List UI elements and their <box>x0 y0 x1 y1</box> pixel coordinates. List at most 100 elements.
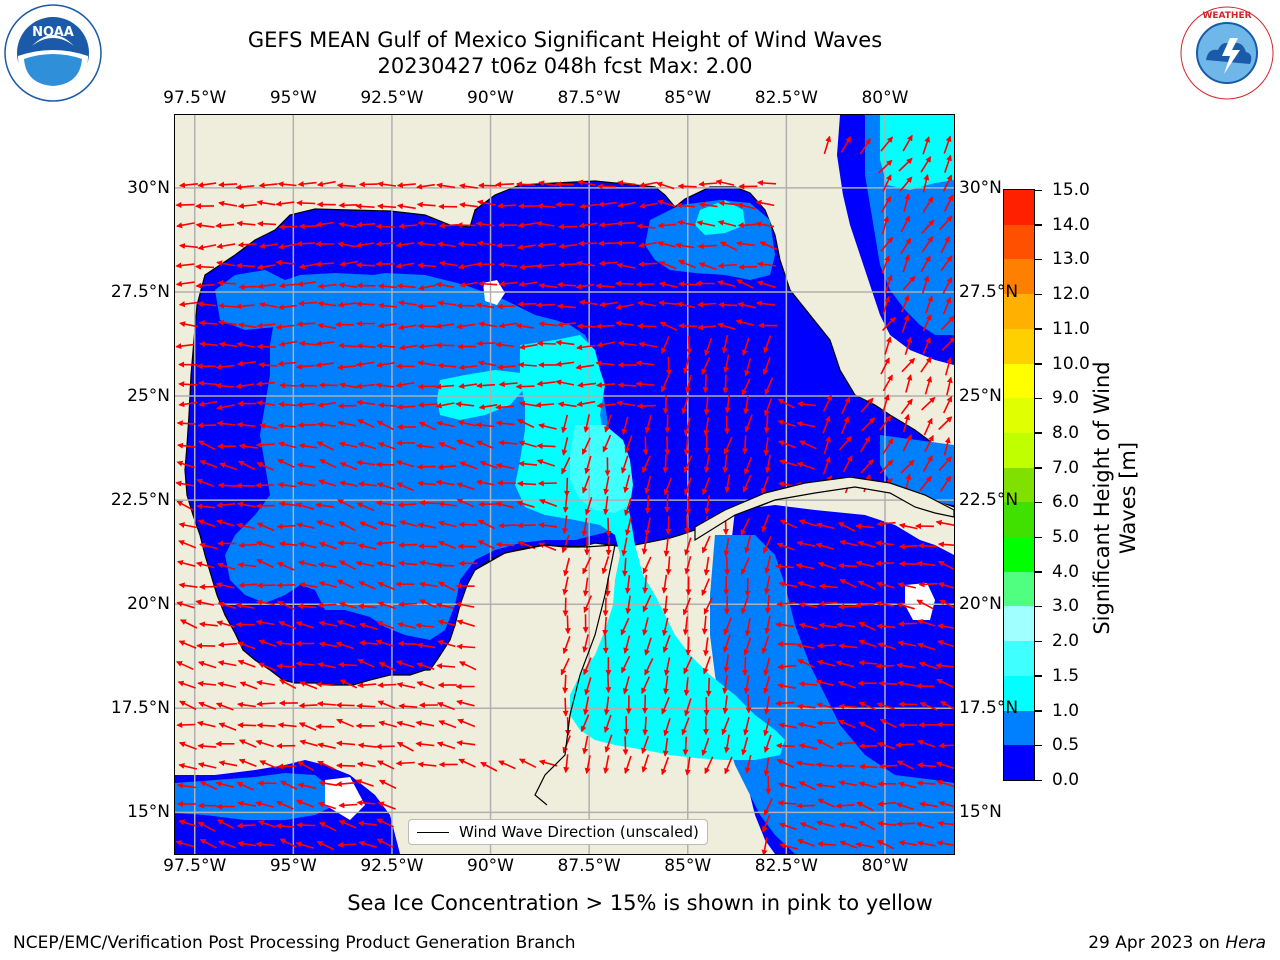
wave-direction-arrow <box>416 183 435 190</box>
wave-direction-arrow <box>686 335 693 355</box>
colorbar-tick-label: 4.0 <box>1052 561 1080 582</box>
wave-direction-arrow <box>778 722 797 729</box>
wave-direction-arrow <box>437 639 456 648</box>
wave-direction-arrow <box>495 420 515 427</box>
wave-direction-arrow <box>197 660 217 669</box>
wave-direction-arrow <box>238 582 258 589</box>
wave-direction-arrow <box>336 762 356 769</box>
wave-direction-arrow <box>218 200 237 207</box>
wave-direction-arrow <box>798 781 817 791</box>
wave-direction-arrow <box>535 220 555 227</box>
wave-direction-arrow <box>617 340 637 347</box>
lon-tick-label-bottom: 90°W <box>467 856 515 876</box>
wave-direction-arrow <box>684 477 692 496</box>
noaa-logo: NOAA <box>4 4 102 102</box>
wave-direction-arrow <box>663 657 671 677</box>
wave-direction-arrow <box>256 199 276 206</box>
wave-direction-arrow <box>859 435 871 453</box>
wave-direction-arrow <box>677 219 696 227</box>
wave-direction-arrow <box>336 619 356 628</box>
wave-direction-arrow <box>676 202 695 209</box>
wave-direction-arrow <box>882 438 894 455</box>
wave-direction-arrow <box>417 401 437 408</box>
wave-direction-arrow <box>764 377 774 396</box>
wave-direction-arrow <box>617 382 637 389</box>
gulf-waves-1.0-1.5-east <box>695 200 745 235</box>
wave-direction-arrow <box>419 499 438 506</box>
wave-direction-arrow <box>942 296 952 315</box>
wave-direction-arrow <box>315 361 335 368</box>
wave-direction-arrow <box>378 720 397 728</box>
wave-direction-arrow <box>295 363 315 370</box>
wave-direction-arrow <box>498 261 518 268</box>
colorbar-tick-label: 14.0 <box>1052 214 1090 235</box>
wave-direction-arrow <box>916 762 936 769</box>
wave-direction-arrow <box>376 818 394 828</box>
wave-direction-arrow <box>337 301 357 308</box>
wave-direction-arrow <box>941 336 954 351</box>
wave-direction-arrow <box>238 758 257 768</box>
wave-direction-arrow <box>698 262 717 271</box>
wave-direction-arrow <box>704 337 713 357</box>
lon-tick-label-bottom: 92.5°W <box>360 856 424 876</box>
wave-direction-arrow <box>719 241 738 251</box>
wave-direction-arrow <box>697 243 717 250</box>
wave-direction-arrow <box>436 420 456 428</box>
wave-direction-arrow <box>683 455 693 474</box>
wave-direction-arrow <box>255 739 275 748</box>
colorbar-tick-mark <box>1035 397 1042 400</box>
wave-direction-arrow <box>902 254 911 273</box>
wave-direction-arrow <box>317 401 336 408</box>
wave-direction-arrow <box>517 244 536 251</box>
wave-direction-arrow <box>555 181 575 188</box>
wave-direction-arrow <box>916 560 936 567</box>
wave-direction-arrow <box>197 821 216 832</box>
lat-tick-label-left: 30°N <box>127 177 170 198</box>
wave-direction-arrow <box>621 557 628 577</box>
wave-direction-arrow <box>235 303 255 310</box>
wave-direction-arrow <box>376 482 395 490</box>
svg-text:NOAA: NOAA <box>32 25 74 40</box>
wave-direction-arrow <box>356 761 376 768</box>
wind-wave-arrows <box>175 134 954 854</box>
wave-direction-arrow <box>701 737 710 757</box>
wave-direction-arrow <box>317 742 336 749</box>
wave-direction-arrow <box>902 275 916 291</box>
wave-direction-arrow <box>779 459 798 467</box>
colorbar-tick-mark <box>1035 363 1042 365</box>
wave-direction-arrow <box>199 542 218 550</box>
wave-direction-arrow <box>178 522 198 529</box>
wave-direction-arrow <box>855 523 875 530</box>
wave-direction-arrow <box>356 399 376 406</box>
wave-direction-arrow <box>395 241 415 248</box>
wave-direction-arrow <box>644 475 652 495</box>
wave-direction-arrow <box>795 562 815 570</box>
wave-direction-arrow <box>237 641 256 650</box>
wave-direction-arrow <box>337 241 357 248</box>
wave-direction-arrow <box>235 184 255 191</box>
wave-direction-arrow <box>562 674 569 694</box>
wave-direction-arrow <box>576 323 596 330</box>
lon-tick-label-bottom: 85°W <box>664 856 712 876</box>
wave-direction-arrow <box>684 555 692 575</box>
wave-direction-arrow <box>683 656 693 675</box>
wave-direction-arrow <box>764 454 771 474</box>
wave-direction-arrow <box>644 658 654 676</box>
wave-direction-arrow <box>561 437 569 456</box>
wave-direction-arrow <box>535 302 555 309</box>
wave-direction-arrow <box>723 634 731 653</box>
wave-direction-arrow <box>199 459 218 469</box>
lat-tick-label-right: 22.5°N <box>959 490 1019 511</box>
wave-direction-arrow <box>697 324 717 331</box>
wave-direction-arrow <box>556 321 576 328</box>
wave-direction-arrow <box>315 261 335 268</box>
wave-direction-arrow <box>942 276 953 294</box>
wave-direction-arrow <box>376 620 395 630</box>
wave-direction-arrow <box>256 264 276 270</box>
wave-direction-arrow <box>275 200 295 207</box>
wave-direction-arrow <box>475 440 494 450</box>
wave-direction-arrow <box>396 283 416 290</box>
lon-tick-label-top: 97.5°W <box>163 88 227 108</box>
wave-direction-arrow <box>718 301 738 308</box>
wave-direction-arrow <box>838 703 858 710</box>
